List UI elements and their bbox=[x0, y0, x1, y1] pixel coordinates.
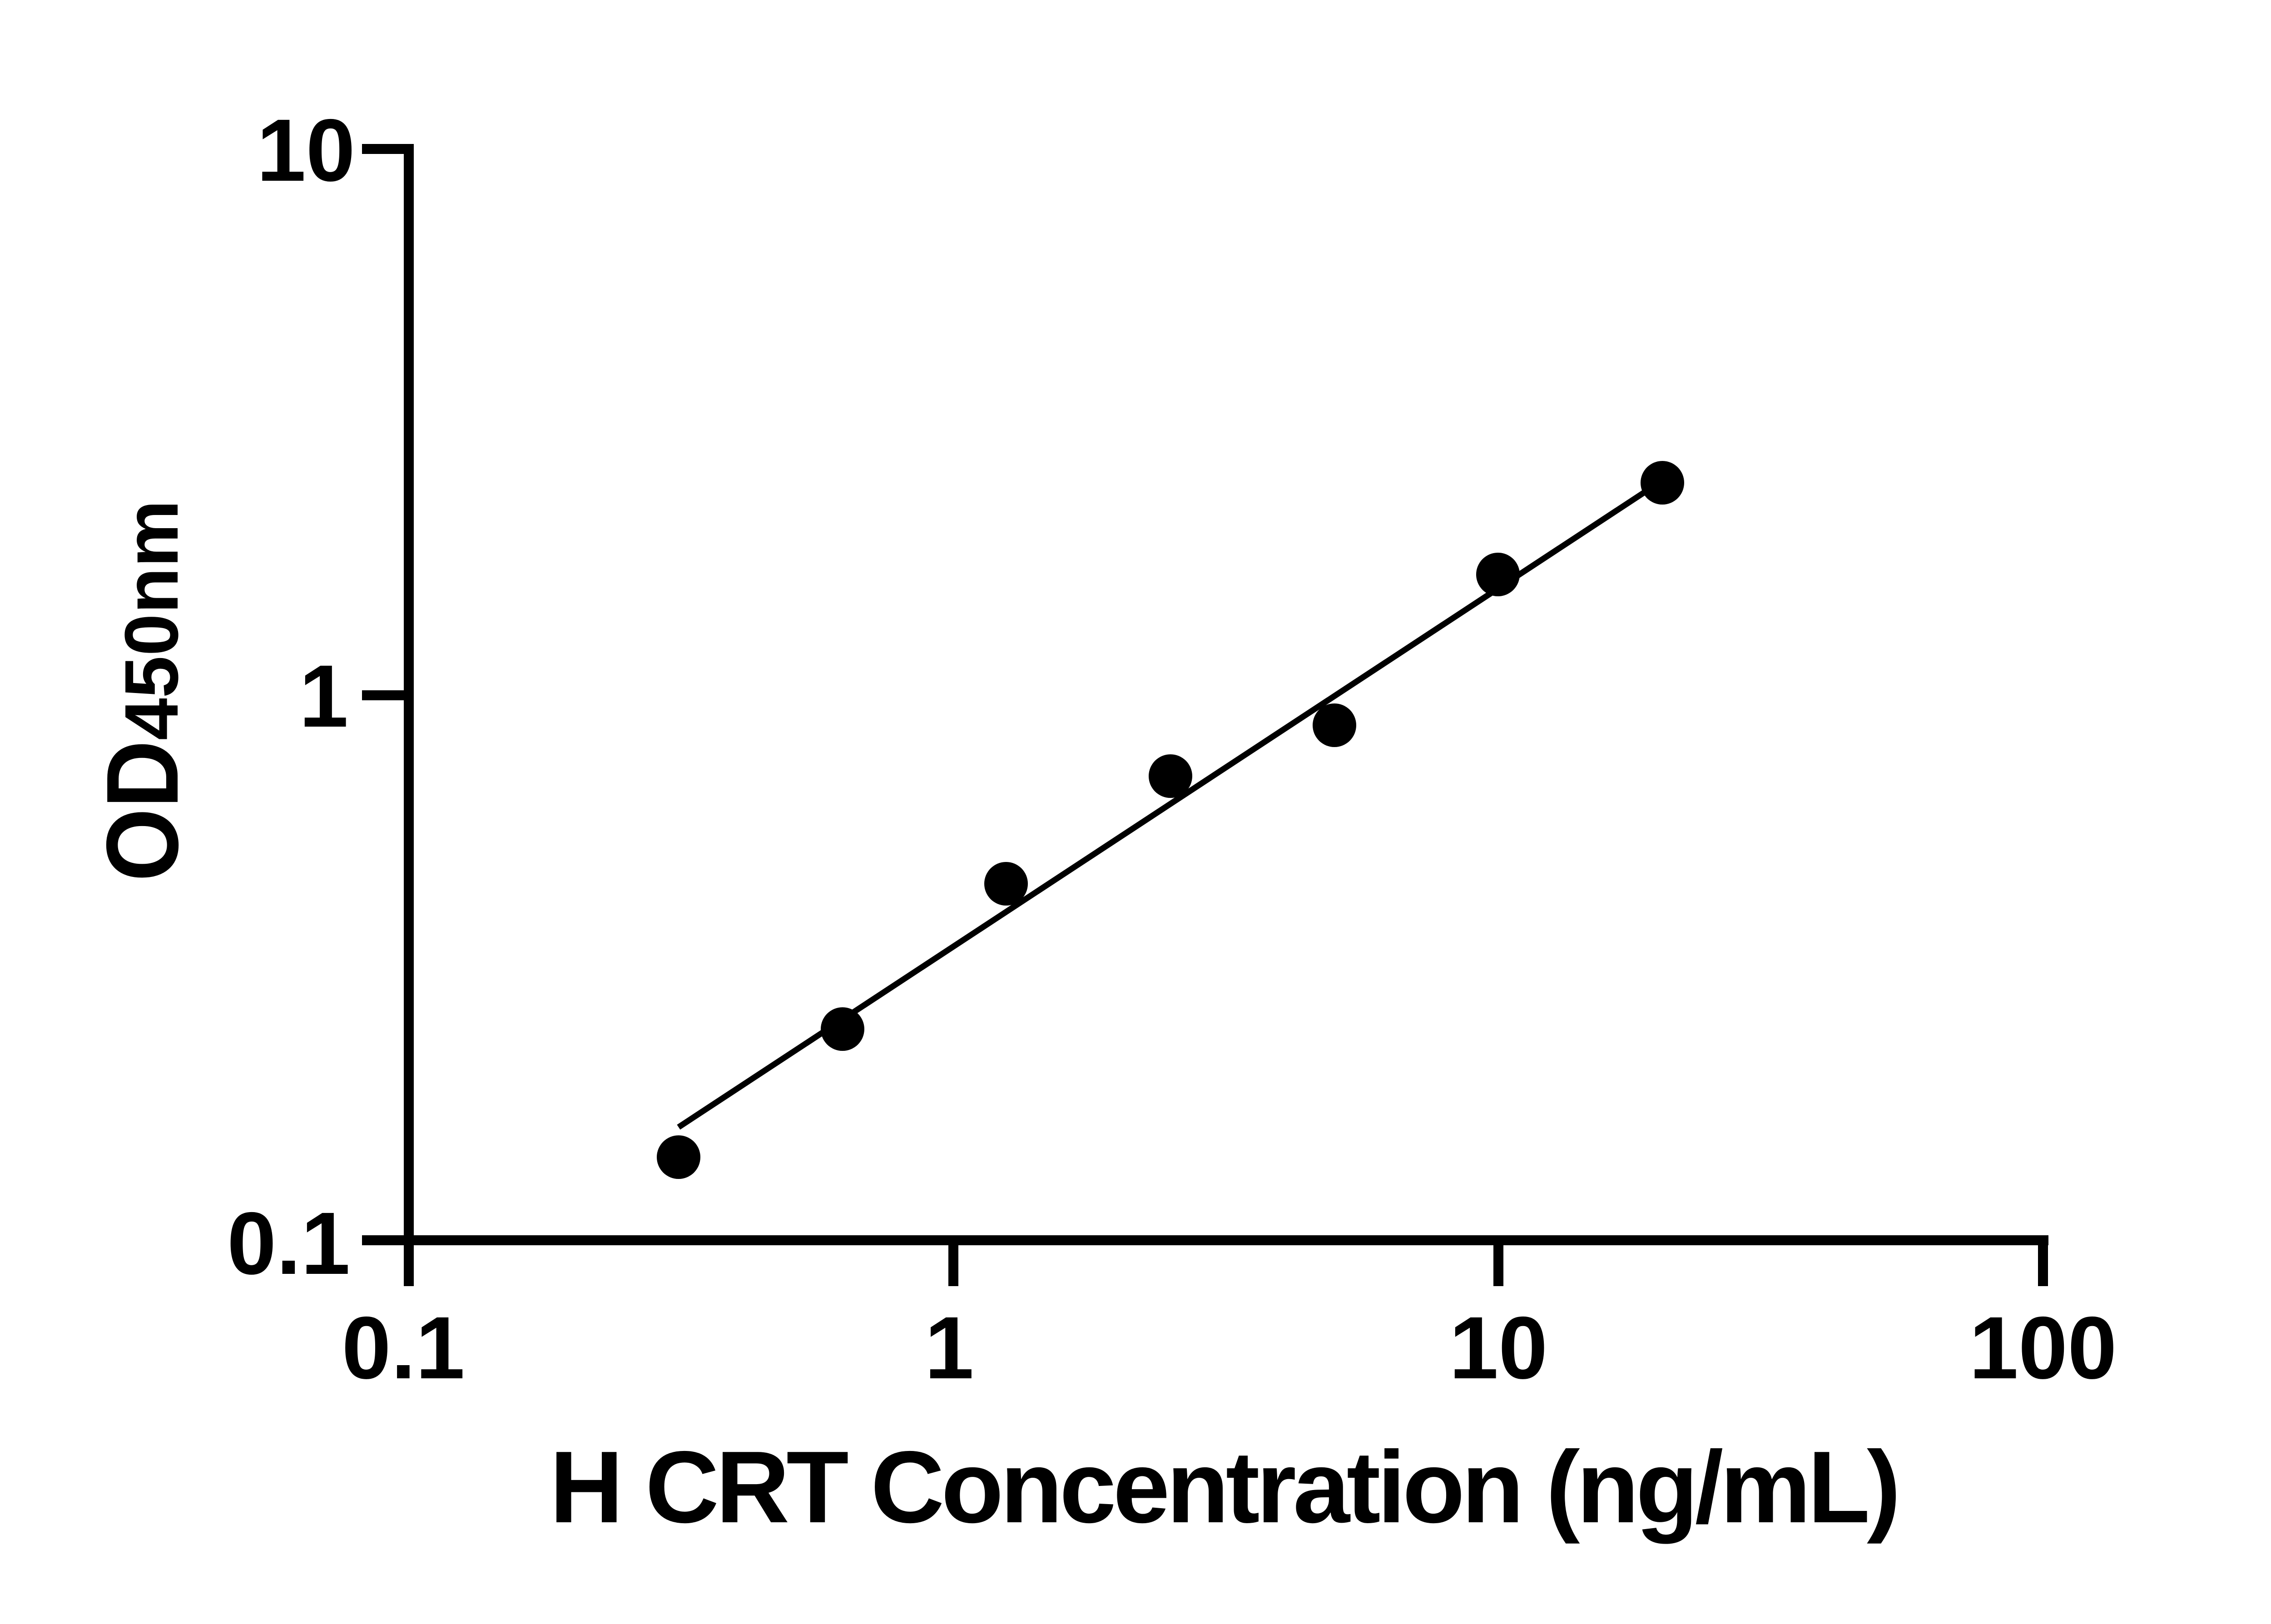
svg-text:H CRT Concentration (ng/mL): H CRT Concentration (ng/mL) bbox=[550, 1430, 1898, 1544]
svg-text:0.1: 0.1 bbox=[342, 1298, 465, 1397]
svg-text:10: 10 bbox=[257, 101, 355, 200]
svg-text:0.1: 0.1 bbox=[227, 1194, 350, 1293]
svg-text:OD: OD bbox=[85, 740, 199, 881]
svg-text:100: 100 bbox=[1969, 1298, 2117, 1397]
svg-text:450nm: 450nm bbox=[109, 500, 194, 740]
svg-text:1: 1 bbox=[299, 647, 348, 746]
svg-text:10: 10 bbox=[1449, 1298, 1548, 1397]
svg-text:1: 1 bbox=[925, 1298, 974, 1397]
